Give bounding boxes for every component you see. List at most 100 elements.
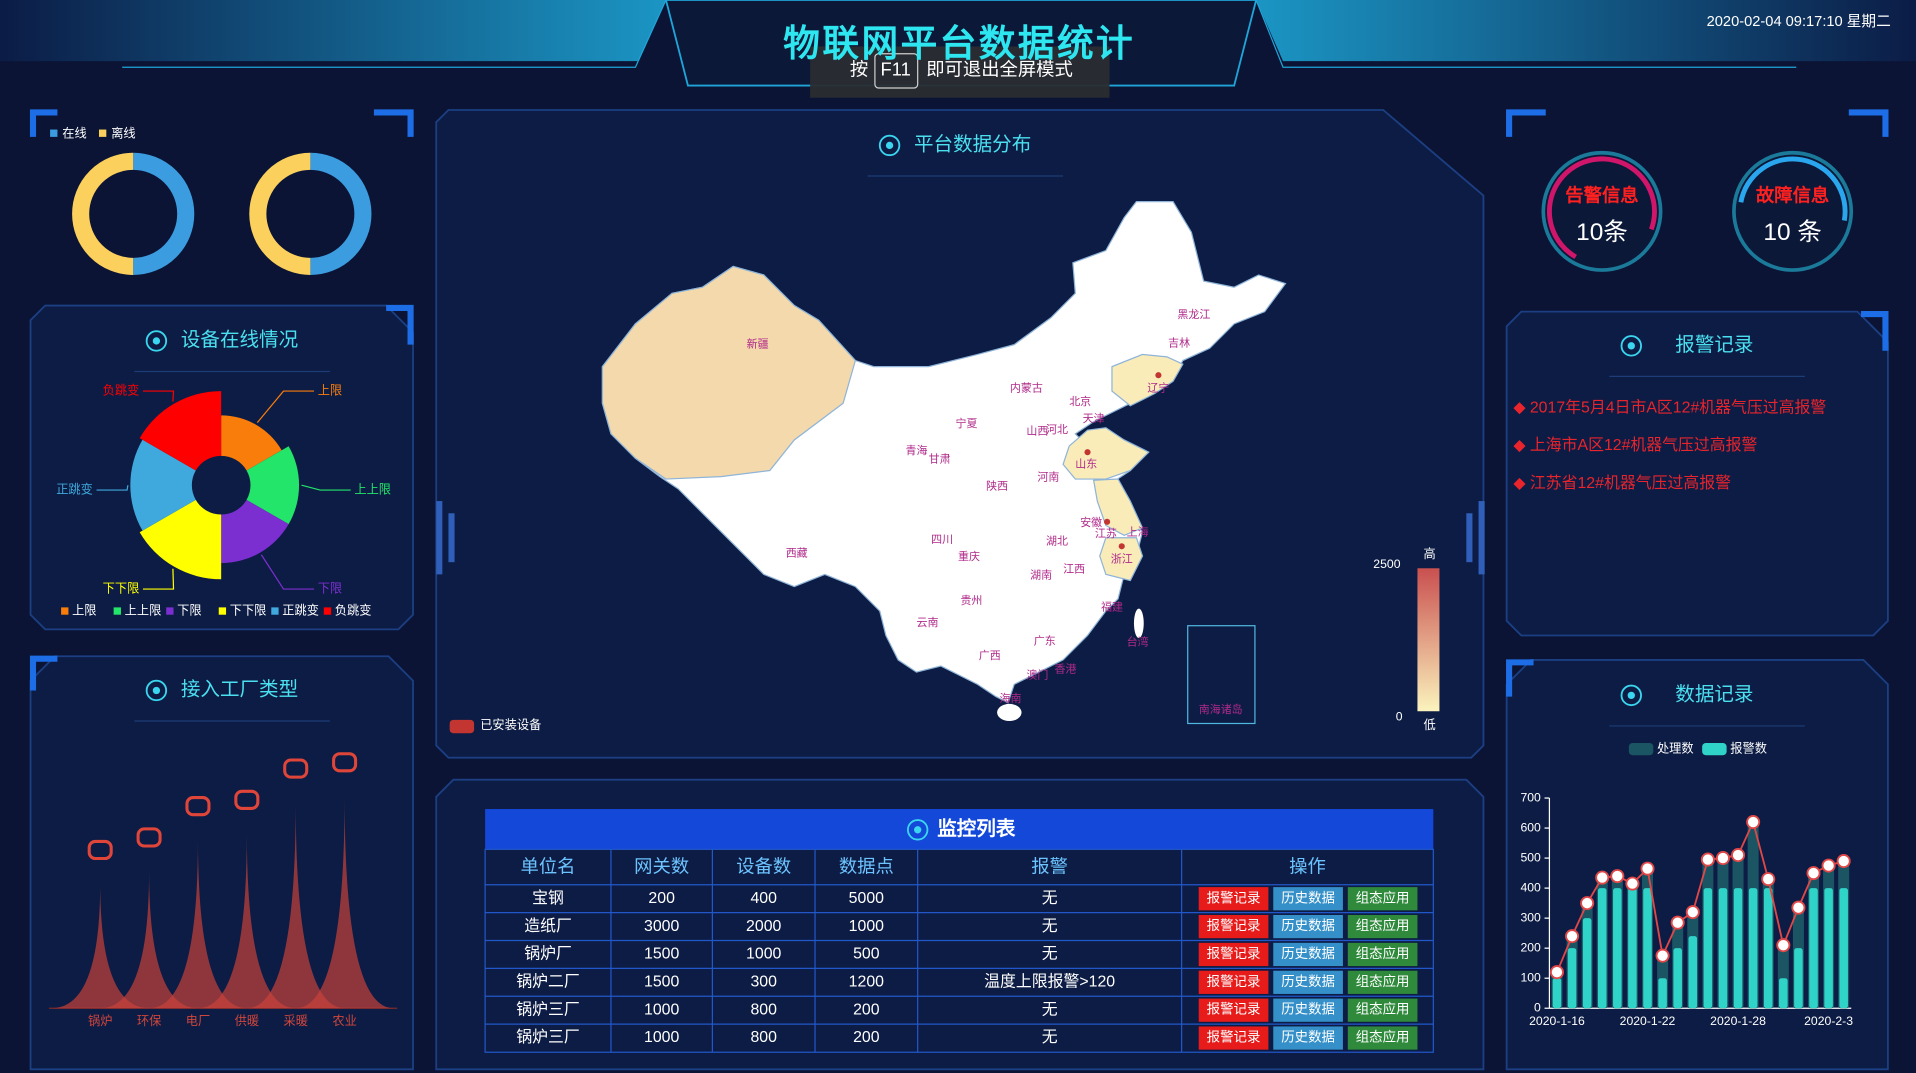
y-tick-label: 700 — [1520, 790, 1541, 804]
gauge-label: 告警信息 — [1565, 185, 1638, 206]
spike-bar — [149, 839, 247, 1009]
action-button[interactable] — [1198, 914, 1269, 939]
legend-swatch — [1628, 743, 1654, 756]
action-button[interactable] — [1347, 998, 1418, 1022]
action-label[interactable]: 报警记录 — [1207, 918, 1261, 933]
legend-label: 离线 — [111, 126, 135, 141]
legend-swatch — [1702, 743, 1727, 756]
action-label[interactable]: 组态应用 — [1356, 1001, 1410, 1017]
action-label[interactable]: 组态应用 — [1356, 973, 1410, 989]
column-header: 操作 — [1289, 856, 1326, 877]
line-point — [1776, 938, 1791, 953]
province-label: 上海 — [1127, 525, 1149, 539]
table-cell: 无 — [1042, 918, 1058, 935]
action-button[interactable] — [1198, 887, 1269, 911]
action-label[interactable]: 组态应用 — [1356, 889, 1410, 905]
leader-line — [96, 485, 129, 491]
leader-line — [142, 568, 175, 590]
action-button[interactable] — [1273, 887, 1343, 911]
line-point — [1549, 965, 1564, 980]
header-glow-right — [1256, 0, 1916, 62]
action-button[interactable] — [1347, 914, 1418, 939]
spike-bar — [197, 832, 296, 1009]
line-point — [1565, 929, 1580, 944]
handle — [1478, 501, 1485, 575]
action-label[interactable]: 历史数据 — [1281, 974, 1335, 989]
action-button[interactable] — [1347, 970, 1418, 994]
rose-sector — [139, 499, 222, 580]
corner — [29, 655, 58, 691]
action-button[interactable] — [1347, 887, 1418, 911]
table-cell: 1000 — [644, 1001, 679, 1018]
x-tick-label: 2020-1-16 — [1529, 1014, 1585, 1028]
province-label: 西藏 — [786, 547, 808, 560]
province-label: 重庆 — [958, 549, 980, 563]
legend-swatch — [323, 607, 332, 615]
rose-label: 下限 — [318, 581, 342, 595]
legend-label: 正跳变 — [282, 602, 319, 617]
action-label[interactable]: 报警记录 — [1207, 1002, 1261, 1017]
action-button[interactable] — [1198, 998, 1269, 1022]
table-cell: 宝钢 — [532, 889, 564, 907]
action-label[interactable]: 报警记录 — [1207, 946, 1261, 961]
province-label: 天津 — [1083, 412, 1105, 425]
action-label[interactable]: 历史数据 — [1281, 890, 1335, 905]
action-button[interactable] — [1273, 1026, 1343, 1050]
bar — [1688, 936, 1698, 1009]
rose-sector — [139, 391, 222, 471]
action-label[interactable]: 历史数据 — [1281, 918, 1335, 933]
legend-label: 报警数 — [1730, 740, 1767, 755]
map-region — [1062, 427, 1150, 480]
donut-segment — [132, 152, 195, 275]
visual-map-max: 2500 — [1373, 557, 1400, 571]
action-button[interactable] — [1273, 914, 1343, 939]
title-icon — [145, 330, 168, 352]
table-cell: 1500 — [644, 946, 679, 963]
y-tick-label: 600 — [1520, 820, 1541, 834]
action-label[interactable]: 报警记录 — [1207, 1030, 1261, 1045]
table-cell: 1000 — [644, 1029, 679, 1046]
action-button[interactable] — [1273, 942, 1343, 967]
action-button[interactable] — [1273, 970, 1343, 994]
action-button[interactable] — [1198, 1026, 1269, 1050]
action-button[interactable] — [1273, 998, 1343, 1022]
factory-icon — [283, 758, 309, 779]
action-label[interactable]: 报警记录 — [1207, 974, 1261, 989]
leader-line — [256, 390, 315, 423]
alarm-record: 上海市A区12#机器气压过高报警 — [1530, 436, 1758, 454]
action-button[interactable] — [1347, 942, 1418, 967]
title-icon — [878, 134, 901, 157]
action-button[interactable] — [1347, 1026, 1418, 1050]
province-label: 青海 — [905, 443, 927, 457]
action-button[interactable] — [1198, 970, 1269, 994]
action-label[interactable]: 组态应用 — [1356, 1029, 1410, 1045]
line-point — [1761, 872, 1776, 887]
factory-icon — [87, 839, 113, 861]
table-cell: 800 — [750, 1029, 777, 1046]
gauge-ring — [1541, 150, 1663, 272]
bar — [1718, 888, 1728, 1009]
bar — [1703, 888, 1713, 1009]
action-label[interactable]: 组态应用 — [1356, 917, 1410, 933]
page-title: 物联网平台数据统计 — [783, 23, 1135, 64]
line-point — [1625, 876, 1640, 891]
action-label[interactable]: 组态应用 — [1356, 945, 1410, 961]
title-icon — [1627, 691, 1635, 700]
bar — [1748, 888, 1758, 1009]
table-cell: 800 — [750, 1001, 777, 1018]
province-label: 吉林 — [1168, 335, 1190, 349]
x-tick-label: 2020-2-3 — [1804, 1014, 1853, 1028]
column-header: 网关数 — [634, 856, 689, 877]
action-label[interactable]: 历史数据 — [1281, 1002, 1335, 1017]
bar — [1733, 888, 1743, 1009]
notice-box — [810, 46, 1110, 98]
line-point — [1731, 848, 1746, 863]
line-point — [1610, 869, 1625, 884]
action-label[interactable]: 历史数据 — [1281, 946, 1335, 961]
action-label[interactable]: 报警记录 — [1207, 890, 1261, 905]
notice-text: 按 — [850, 59, 868, 80]
gauge-count: 10条 — [1576, 218, 1628, 246]
gauge-label: 故障信息 — [1756, 185, 1829, 206]
action-button[interactable] — [1198, 942, 1269, 967]
action-label[interactable]: 历史数据 — [1281, 1030, 1335, 1045]
